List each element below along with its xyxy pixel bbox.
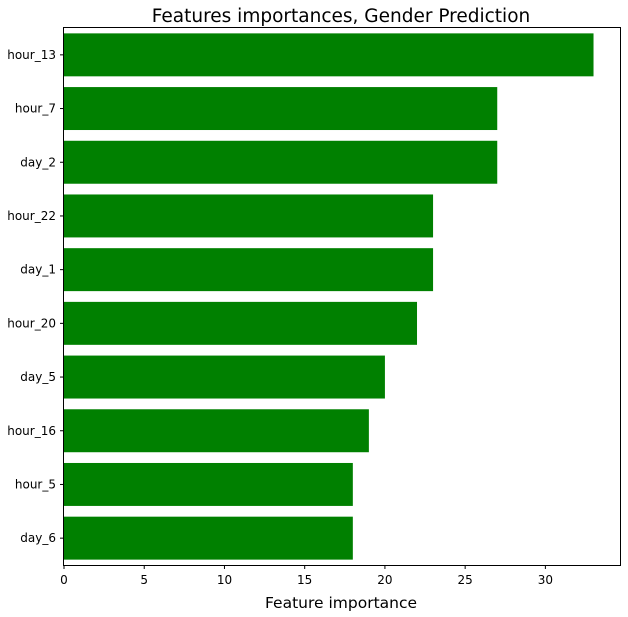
bar-day_1 xyxy=(64,248,434,292)
bar-day_2 xyxy=(64,140,498,184)
x-axis-title: Feature importance xyxy=(265,594,417,612)
x-tick-label: 0 xyxy=(60,573,68,587)
x-tick-label: 10 xyxy=(217,573,232,587)
bar-hour_16 xyxy=(64,409,369,453)
y-tick-label: hour_20 xyxy=(7,316,56,330)
bar-day_6 xyxy=(64,516,353,560)
bar-hour_20 xyxy=(64,301,418,345)
bar-hour_7 xyxy=(64,87,498,131)
y-tick-label: hour_7 xyxy=(15,102,56,116)
y-tick-label: hour_13 xyxy=(7,48,56,62)
x-tick-label: 5 xyxy=(140,573,148,587)
plot-frame xyxy=(63,27,621,566)
x-tick-label: 20 xyxy=(377,573,392,587)
y-tick-label: hour_22 xyxy=(7,209,56,223)
bar-hour_22 xyxy=(64,194,434,238)
bar-day_5 xyxy=(64,355,385,399)
x-tick-label: 30 xyxy=(538,573,553,587)
x-tick-label: 15 xyxy=(297,573,312,587)
y-tick-label: day_2 xyxy=(20,155,56,169)
bars-layer xyxy=(64,33,594,560)
y-tick-label: day_5 xyxy=(20,370,56,384)
bar-hour_5 xyxy=(64,462,353,506)
x-axis-ticks: 0 5 10 15 20 25 30 xyxy=(60,565,553,587)
y-axis-ticks: hour_13 hour_7 day_2 hour_22 day_1 hour_20day… xyxy=(7,48,64,545)
y-tick-label: day_6 xyxy=(20,531,56,545)
y-tick-label: hour_5 xyxy=(15,477,56,491)
y-tick-label: day_1 xyxy=(20,263,56,277)
x-tick-label: 25 xyxy=(458,573,473,587)
y-tick-label: hour_16 xyxy=(7,424,56,438)
chart-title: Features importances, Gender Prediction xyxy=(152,6,530,27)
bar-hour_13 xyxy=(64,33,594,77)
